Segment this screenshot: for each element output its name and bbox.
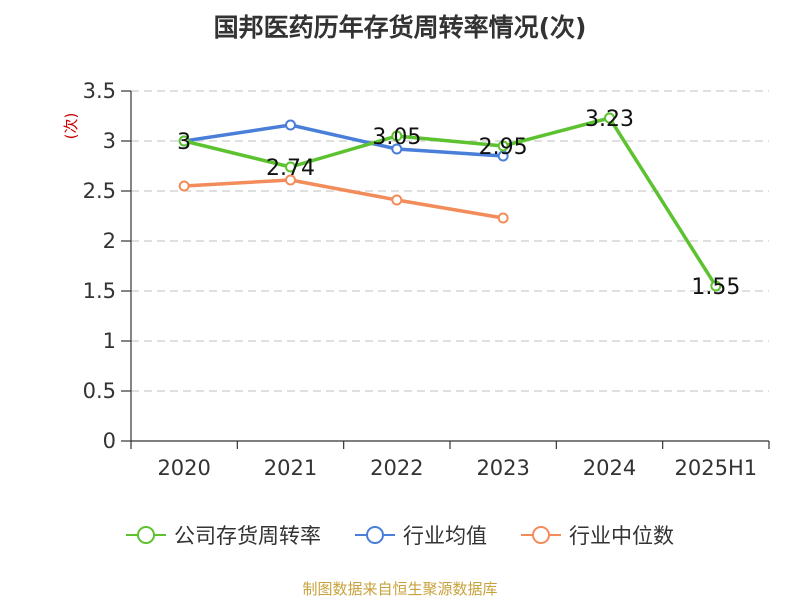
y-axis-label: (次) xyxy=(62,113,80,140)
x-tick-label: 2024 xyxy=(583,456,636,480)
legend: 公司存货周转率 行业均值 行业中位数 xyxy=(0,520,800,550)
industry-mean-series-line xyxy=(183,123,504,158)
company-series-point[interactable] xyxy=(391,130,403,142)
industry-median-series-line xyxy=(184,178,504,220)
legend-item-company[interactable]: 公司存货周转率 xyxy=(126,520,321,550)
x-tick-label: 2022 xyxy=(370,456,423,480)
data-label: 3.05 xyxy=(372,125,421,150)
industry-mean-series-point[interactable] xyxy=(391,143,403,155)
legend-item-industry-median[interactable]: 行业中位数 xyxy=(521,520,674,550)
industry-mean-series-point[interactable] xyxy=(285,119,296,131)
company-series-point[interactable] xyxy=(285,161,296,173)
data-label: 2.74 xyxy=(266,156,315,181)
x-tick-label: 2021 xyxy=(264,456,317,480)
industry-median-series-point[interactable] xyxy=(178,180,190,192)
company-series-point[interactable] xyxy=(178,135,190,147)
data-label: 1.55 xyxy=(691,275,740,300)
legend-marker-industry-mean xyxy=(355,526,395,544)
legend-item-industry-mean[interactable]: 行业均值 xyxy=(355,520,487,550)
company-series-point[interactable] xyxy=(497,140,509,152)
industry-median-series-point[interactable] xyxy=(285,174,296,186)
y-tick-label: 0.5 xyxy=(83,379,116,403)
y-tick-label: 3 xyxy=(103,129,116,153)
data-label: 3.23 xyxy=(585,107,634,132)
industry-median-series-point[interactable] xyxy=(497,212,509,224)
chart-title: 国邦医药历年存货周转率情况(次) xyxy=(213,13,587,42)
x-tick-label: 2023 xyxy=(476,456,529,480)
legend-label-company: 公司存货周转率 xyxy=(174,524,321,548)
company-series-point[interactable] xyxy=(710,280,722,292)
x-tick-label: 2020 xyxy=(157,456,210,480)
y-tick-label: 1.5 xyxy=(83,279,116,303)
legend-label-industry-mean: 行业均值 xyxy=(403,524,487,548)
legend-label-industry-median: 行业中位数 xyxy=(569,524,674,548)
y-tick-label: 1 xyxy=(103,329,116,353)
data-label: 2.95 xyxy=(479,135,528,160)
y-tick-label: 2 xyxy=(103,229,116,253)
industry-median-series-point[interactable] xyxy=(391,194,403,206)
company-series-point[interactable] xyxy=(604,112,615,124)
y-tick-label: 2.5 xyxy=(83,179,116,203)
x-tick-label: 2025H1 xyxy=(675,456,758,480)
y-tick-label: 0 xyxy=(103,429,116,453)
y-tick-label: 3.5 xyxy=(83,79,116,103)
company-series-line xyxy=(183,116,718,287)
legend-marker-company xyxy=(126,526,166,544)
source-text: 制图数据来自恒生聚源数据库 xyxy=(302,580,498,598)
data-label: 3 xyxy=(177,130,191,155)
legend-marker-industry-median xyxy=(521,526,561,544)
